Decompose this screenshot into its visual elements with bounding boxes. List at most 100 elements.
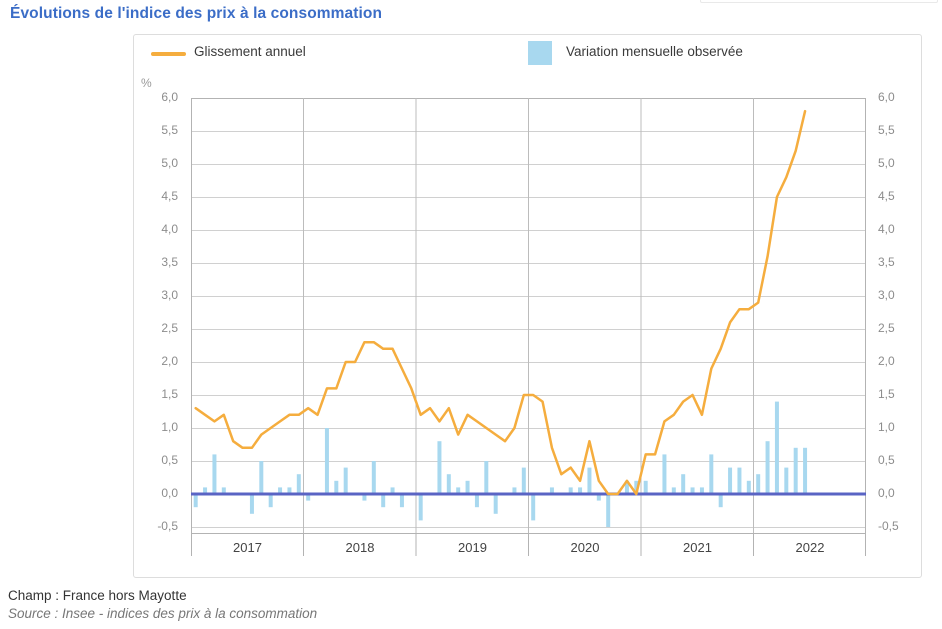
y-axis-tick-label: 0,5 xyxy=(161,453,178,467)
y-axis-tick-label: 1,5 xyxy=(878,387,895,401)
bar-month-variation xyxy=(221,487,226,494)
y-axis-tick-label: 5,0 xyxy=(161,156,178,170)
bar-month-variation xyxy=(746,480,751,494)
bar-month-variation xyxy=(774,401,779,494)
bar-month-variation xyxy=(446,474,451,494)
bar-month-variation xyxy=(390,487,395,494)
y-axis-tick-label: 4,0 xyxy=(161,222,178,236)
bar-month-variation xyxy=(343,467,348,494)
y-axis-tick-label: 0,5 xyxy=(878,453,895,467)
y-axis-tick-label: 6,0 xyxy=(878,90,895,104)
y-axis-tick-label: 6,0 xyxy=(161,90,178,104)
y-axis-tick-label: 5,5 xyxy=(878,123,895,137)
bar-month-variation xyxy=(596,494,601,501)
y-axis-tick-label: 5,5 xyxy=(161,123,178,137)
bar-month-variation xyxy=(324,428,329,494)
y-axis-tick-label: 3,0 xyxy=(878,288,895,302)
y-axis-tick-label: 2,0 xyxy=(878,354,895,368)
bar-month-variation xyxy=(484,461,489,494)
bar-month-variation xyxy=(512,487,517,494)
bar-month-variation xyxy=(606,494,611,527)
bar-month-variation xyxy=(399,494,404,508)
bar-month-variation xyxy=(278,487,283,494)
bar-month-variation xyxy=(268,494,273,508)
y-axis-tick-label: 3,0 xyxy=(161,288,178,302)
x-axis-year-label: 2019 xyxy=(458,540,487,555)
y-axis-tick-label: -0,5 xyxy=(878,519,899,533)
bar-month-variation xyxy=(418,494,423,521)
bar-month-variation xyxy=(493,494,498,514)
bar-month-variation xyxy=(259,461,264,494)
y-axis-tick-label: 0,0 xyxy=(878,486,895,500)
bar-month-variation xyxy=(587,467,592,494)
bar-month-variation xyxy=(624,480,629,494)
y-axis-tick-label: 5,0 xyxy=(878,156,895,170)
bar-month-variation xyxy=(728,467,733,494)
bar-month-variation xyxy=(362,494,367,501)
y-axis-tick-label: 2,5 xyxy=(878,321,895,335)
bar-month-variation xyxy=(718,494,723,508)
bar-month-variation xyxy=(287,487,292,494)
y-axis-tick-label: 1,0 xyxy=(878,420,895,434)
x-axis-year-label: 2018 xyxy=(345,540,375,555)
line-annual-inflation xyxy=(194,109,807,496)
bar-month-variation xyxy=(456,487,461,494)
y-axis-tick-label: 3,5 xyxy=(878,255,895,269)
cropped-toolbar-fragment xyxy=(700,0,938,3)
x-axis-year-label: 2021 xyxy=(683,540,712,555)
legend-bar-label: Variation mensuelle observée xyxy=(566,44,743,59)
bar-month-variation xyxy=(306,494,311,501)
bar-month-variation xyxy=(662,454,667,494)
footer-champ: Champ : France hors Mayotte xyxy=(8,588,187,603)
y-axis-tick-label: 0,0 xyxy=(161,486,178,500)
bar-month-variation xyxy=(793,447,798,494)
x-axis-year-label: 2017 xyxy=(233,540,262,555)
y-axis-tick-label: 3,5 xyxy=(161,255,178,269)
bar-month-variation xyxy=(531,494,536,521)
bar-month-variation xyxy=(521,467,526,494)
bar-month-variation xyxy=(643,480,648,494)
bar-month-variation xyxy=(709,454,714,494)
bar-month-variation xyxy=(381,494,386,508)
page-title: Évolutions de l'indice des prix à la con… xyxy=(10,5,383,22)
y-axis-tick-label: 1,5 xyxy=(161,387,178,401)
legend-bar-swatch xyxy=(528,41,552,65)
bar-month-variation xyxy=(371,461,376,494)
bar-month-variation xyxy=(474,494,479,508)
legend-line-label: Glissement annuel xyxy=(194,44,306,59)
bar-month-variation xyxy=(334,480,339,494)
bar-month-variation xyxy=(803,447,808,494)
bar-month-variation xyxy=(699,487,704,494)
bar-month-variation xyxy=(784,467,789,494)
y-axis-tick-label: 2,0 xyxy=(161,354,178,368)
bar-month-variation xyxy=(203,487,208,494)
y-axis-tick-label: 4,0 xyxy=(878,222,895,236)
bar-month-variation xyxy=(578,487,583,494)
y-axis-tick-label: -0,5 xyxy=(157,519,178,533)
x-axis-year-label: 2020 xyxy=(570,540,600,555)
bar-month-variation xyxy=(465,480,470,494)
y-axis-tick-label: 4,5 xyxy=(161,189,178,203)
bar-month-variation xyxy=(634,480,639,494)
bar-month-variation xyxy=(249,494,254,514)
chart-card: Glissement annuel Variation mensuelle ob… xyxy=(133,34,922,578)
y-axis-tick-label: 4,5 xyxy=(878,189,895,203)
chart-canvas xyxy=(191,98,866,556)
bar-month-variation xyxy=(568,487,573,494)
y-axis-unit-label: % xyxy=(141,76,152,90)
y-axis-tick-label: 1,0 xyxy=(161,420,178,434)
bar-month-variation xyxy=(756,474,761,494)
y-axis-tick-label: 2,5 xyxy=(161,321,178,335)
x-axis-year-label: 2022 xyxy=(795,540,825,555)
bar-month-variation xyxy=(737,467,742,494)
bar-month-variation xyxy=(671,487,676,494)
bar-month-variation xyxy=(296,474,301,494)
bar-month-variation xyxy=(437,441,442,494)
bar-month-variation xyxy=(765,441,770,494)
bar-month-variation xyxy=(690,487,695,494)
footer-source: Source : Insee - indices des prix à la c… xyxy=(8,606,318,621)
bar-month-variation xyxy=(549,487,554,494)
legend-line-swatch xyxy=(151,52,186,56)
bar-month-variation xyxy=(212,454,217,494)
bar-month-variation xyxy=(193,494,198,508)
